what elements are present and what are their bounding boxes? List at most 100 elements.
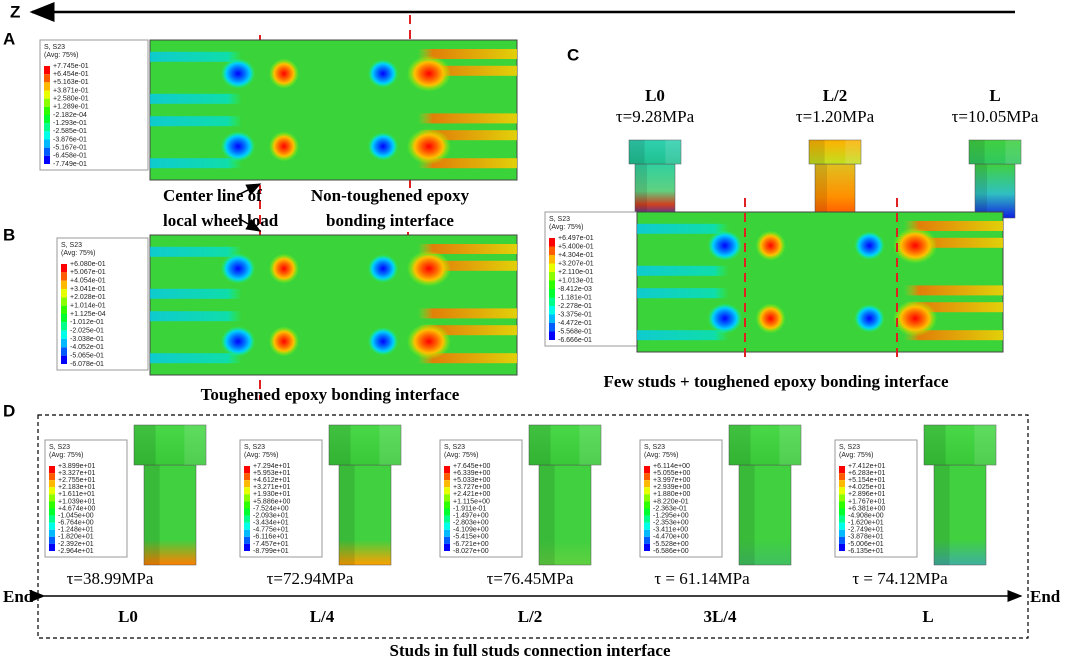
- stud: [628, 139, 682, 219]
- legend-value: +6.283e+01: [848, 470, 885, 477]
- stud-head-shade: [629, 140, 645, 164]
- stud-head: [808, 139, 862, 165]
- legend-swatch: [244, 536, 250, 544]
- contour-band: [150, 288, 242, 299]
- legend-value: -1.181e-01: [558, 294, 592, 301]
- legend-value: -5.568e-01: [558, 328, 592, 335]
- legend-value: +3.727e+00: [453, 484, 490, 491]
- legend-swatch: [444, 501, 450, 509]
- legend-title: S, S23: [49, 444, 70, 451]
- stud-head: [328, 424, 402, 466]
- legend-swatch: [244, 480, 250, 488]
- legend-value: -2.803e+00: [453, 520, 489, 527]
- legend-subtitle: (Avg: 75%): [444, 452, 479, 459]
- legend-swatch: [44, 106, 50, 115]
- legend-value: +2.939e+00: [653, 484, 690, 491]
- legend-swatch: [839, 543, 845, 551]
- legend-value: +6.381e+00: [848, 505, 885, 512]
- legend-value: -2.182e-04: [53, 112, 87, 119]
- contour-band: [417, 325, 517, 336]
- stud: [328, 424, 402, 566]
- contour-band: [417, 113, 517, 124]
- legend-value: +2.421e+00: [453, 491, 490, 498]
- legend-swatch: [444, 473, 450, 481]
- legend-value: -5.415e+00: [453, 534, 489, 541]
- legend-subtitle: (Avg: 75%): [244, 452, 279, 459]
- legend-swatch: [49, 501, 55, 509]
- stress-blob: [893, 227, 938, 264]
- contour-bg: [149, 234, 518, 376]
- legend-value: -4.908e+00: [848, 512, 884, 519]
- legend-subtitle: (Avg: 75%): [61, 250, 96, 257]
- legend-swatch: [644, 466, 650, 474]
- stud-head-light: [845, 140, 861, 164]
- legend-box: [834, 439, 918, 558]
- legend-swatch: [839, 522, 845, 530]
- contour-band: [637, 288, 729, 299]
- panel-label: D: [3, 401, 15, 420]
- legend-swatch: [44, 74, 50, 83]
- legend-value: -8.027e+00: [453, 548, 489, 555]
- legend-swatch: [444, 536, 450, 544]
- legend-value: +5.055e+00: [653, 470, 690, 477]
- legend-title: S, S23: [644, 444, 665, 451]
- legend-value: -5.065e-01: [70, 353, 104, 360]
- stress-blob: [406, 323, 451, 360]
- legend-swatch: [49, 508, 55, 516]
- stud-stress: τ=9.28MPa: [616, 107, 695, 126]
- legend-value: +5.953e+01: [253, 470, 290, 477]
- legend-box: [39, 39, 149, 171]
- legend-title: S, S23: [61, 242, 82, 249]
- stud-shaft: [143, 464, 197, 566]
- stud-shaft-shade: [934, 465, 950, 565]
- stud: [728, 424, 802, 566]
- legend-value: -8.799e+01: [253, 548, 289, 555]
- legend-swatch: [444, 543, 450, 551]
- legend-swatch: [644, 543, 650, 551]
- stud-stress: τ=10.05MPa: [952, 107, 1039, 126]
- legend-value: -3.375e-01: [558, 311, 592, 318]
- legend-value: +6.454e-01: [53, 71, 89, 78]
- legend-swatch: [244, 494, 250, 502]
- legend-value: -2.964e+01: [58, 548, 94, 555]
- legend-swatch: [49, 515, 55, 523]
- legend-swatch: [244, 501, 250, 509]
- legend-swatch: [49, 480, 55, 488]
- stud-head: [728, 424, 802, 466]
- legend-swatch: [549, 255, 555, 264]
- contour-band: [904, 285, 1003, 296]
- contour-plot: [149, 39, 518, 181]
- contour-band: [637, 265, 729, 276]
- stud-head: [923, 424, 997, 466]
- panel-label: A: [3, 29, 15, 48]
- legend-value: +6.080e-01: [70, 261, 106, 268]
- legend-swatch: [839, 480, 845, 488]
- stud: [808, 139, 862, 219]
- legend-value: +4.674e+00: [58, 505, 95, 512]
- stud-stress: τ=1.20MPa: [796, 107, 875, 126]
- stress-blob: [368, 327, 399, 356]
- legend-swatch: [644, 508, 650, 516]
- stud: [528, 424, 602, 566]
- pointer-arrow: [237, 217, 262, 232]
- legend-swatch: [49, 543, 55, 551]
- legend-swatch: [444, 480, 450, 488]
- legend-swatch: [44, 66, 50, 75]
- legend-swatch: [644, 480, 650, 488]
- legend-box: [439, 439, 523, 558]
- legend-swatch: [549, 272, 555, 281]
- stud-shaft-shade: [635, 164, 647, 218]
- stud-head-shade: [134, 425, 156, 465]
- z-label: Z: [10, 2, 20, 21]
- legend-swatch: [444, 529, 450, 537]
- legend-value: -6.458e-01: [53, 153, 87, 160]
- stud-position: L0: [645, 86, 665, 105]
- legend-value: -5.528e+00: [653, 541, 689, 548]
- stress-blob: [268, 326, 299, 357]
- annotation: local wheel load: [163, 211, 279, 230]
- stud-stress: τ=38.99MPa: [67, 569, 154, 588]
- legend-value: +1.125e-04: [70, 311, 106, 318]
- legend-value: -5.167e-01: [53, 145, 87, 152]
- stress-blob: [268, 253, 299, 284]
